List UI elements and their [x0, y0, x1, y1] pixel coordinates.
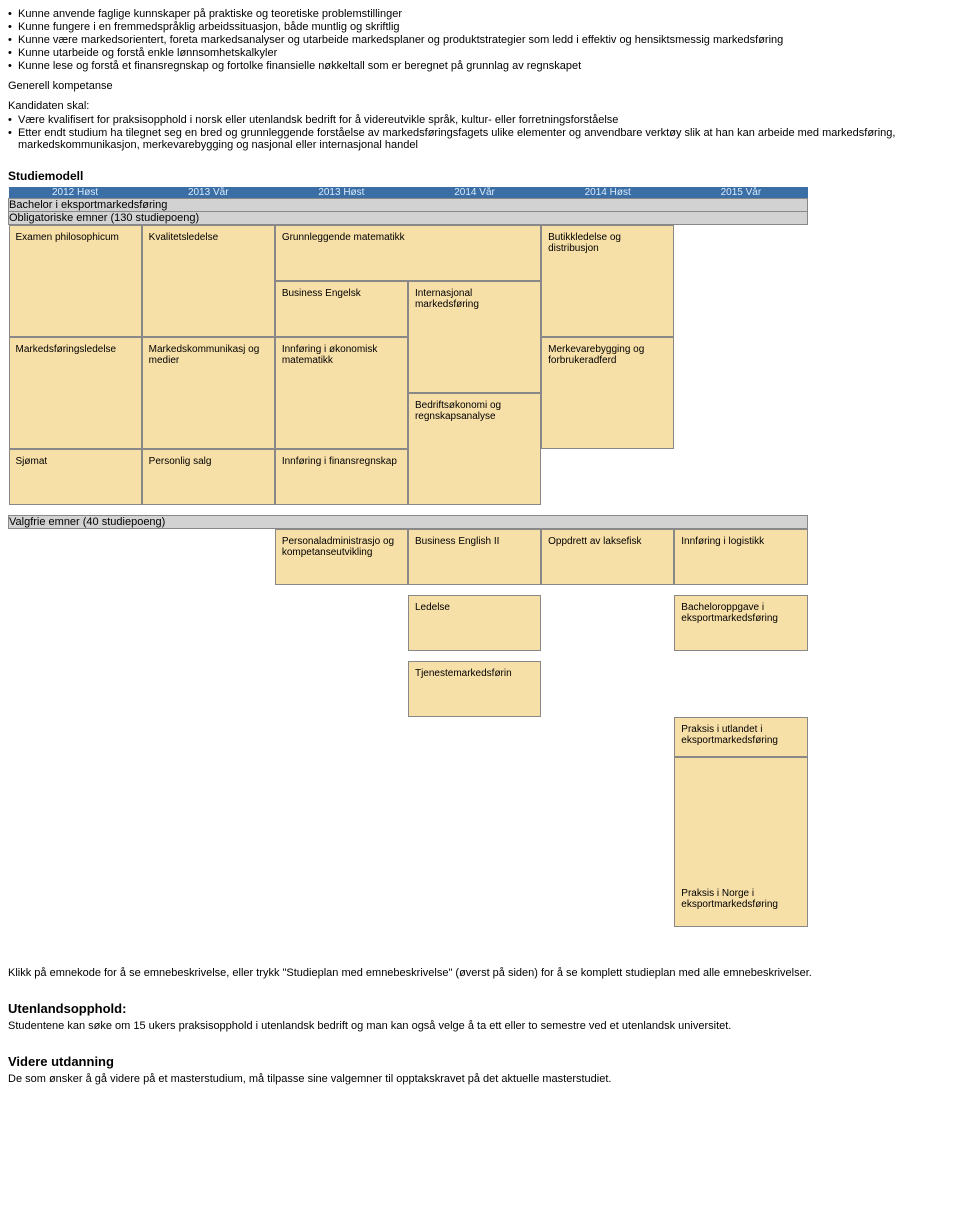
course-cell[interactable]: Oppdrett av laksefisk: [541, 529, 674, 585]
bullet: Være kvalifisert for praksisopphold i no…: [8, 114, 952, 126]
sem-col: 2012 Høst: [9, 187, 142, 199]
course-cell[interactable]: Examen philosophicum: [9, 225, 142, 337]
course-cell[interactable]: Innføring i økonomisk matematikk: [275, 337, 408, 449]
studiemodell-heading: Studiemodell: [8, 169, 952, 183]
generell-list: Være kvalifisert for praksisopphold i no…: [8, 114, 952, 151]
course-cell[interactable]: Business English II: [408, 529, 541, 585]
bullet: Kunne lese og forstå et finansregnskap o…: [8, 60, 952, 72]
sem-col: 2013 Vår: [142, 187, 275, 199]
bullet: Kunne utarbeide og forstå enkle lønnsomh…: [8, 47, 952, 59]
generell-label: Generell kompetanse: [8, 80, 952, 92]
utenlands-heading: Utenlandsopphold:: [8, 1001, 952, 1016]
videre-body: De som ønsker å gå videre på et masterst…: [8, 1073, 952, 1085]
course-cell[interactable]: Personaladministrasjo og kompetanseutvik…: [275, 529, 408, 585]
course-cell[interactable]: Markedsføringsledelse: [9, 337, 142, 449]
course-cell[interactable]: Internasjonal markedsføring: [408, 281, 541, 393]
skills-list: Kunne anvende faglige kunnskaper på prak…: [8, 8, 952, 72]
course-cell[interactable]: Innføring i logistikk: [674, 529, 807, 585]
bullet: Kunne fungere i en fremmedspråklig arbei…: [8, 21, 952, 33]
sem-col: 2014 Vår: [408, 187, 541, 199]
study-model-table: 2012 Høst 2013 Vår 2013 Høst 2014 Vår 20…: [8, 187, 808, 927]
course-cell[interactable]: Ledelse: [408, 595, 541, 651]
course-cell[interactable]: Merkevarebygging og forbrukeradferd: [541, 337, 674, 449]
course-cell[interactable]: Grunnleggende matematikk: [275, 225, 541, 281]
footer-click-text: Klikk på emnekode for å se emnebeskrivel…: [8, 967, 952, 979]
bullet: Kunne anvende faglige kunnskaper på prak…: [8, 8, 952, 20]
sem-col: 2015 Vår: [674, 187, 807, 199]
bachelor-label: Bachelor i eksportmarkedsføring: [9, 199, 808, 212]
course-cell[interactable]: Praksis i Norge i eksportmarkedsføring: [674, 757, 807, 927]
bullet: Kunne være markedsorientert, foreta mark…: [8, 34, 952, 46]
course-cell[interactable]: Business Engelsk: [275, 281, 408, 337]
oblig-row: Obligatoriske emner (130 studiepoeng): [9, 212, 808, 225]
valgfrie-row: Valgfrie emner (40 studiepoeng): [9, 516, 808, 529]
course-cell[interactable]: Innføring i finansregnskap: [275, 449, 408, 505]
course-cell[interactable]: Sjømat: [9, 449, 142, 505]
kandidat-label: Kandidaten skal:: [8, 100, 952, 112]
course-cell[interactable]: Bacheloroppgave i eksportmarkedsføring: [674, 595, 807, 651]
course-cell[interactable]: Butikkledelse og distribusjon: [541, 225, 674, 337]
course-cell[interactable]: Praksis i utlandet i eksportmarkedsførin…: [674, 717, 807, 757]
course-cell[interactable]: Personlig salg: [142, 449, 275, 505]
oblig-label: Obligatoriske emner (130 studiepoeng): [9, 212, 808, 225]
course-cell[interactable]: Bedriftsøkonomi og regnskapsanalyse: [408, 393, 541, 505]
utenlands-body: Studentene kan søke om 15 ukers praksiso…: [8, 1020, 952, 1032]
semester-header-row: 2012 Høst 2013 Vår 2013 Høst 2014 Vår 20…: [9, 187, 808, 199]
course-cell[interactable]: Markedskommunikasj og medier: [142, 337, 275, 449]
bachelor-row: Bachelor i eksportmarkedsføring: [9, 199, 808, 212]
course-cell[interactable]: Kvalitetsledelse: [142, 225, 275, 337]
course-cell[interactable]: Tjenestemarkedsførin: [408, 661, 541, 717]
bullet: Etter endt studium ha tilegnet seg en br…: [8, 127, 952, 151]
valgfrie-label: Valgfrie emner (40 studiepoeng): [9, 516, 808, 529]
sem-col: 2013 Høst: [275, 187, 408, 199]
sem-col: 2014 Høst: [541, 187, 674, 199]
videre-heading: Videre utdanning: [8, 1054, 952, 1069]
